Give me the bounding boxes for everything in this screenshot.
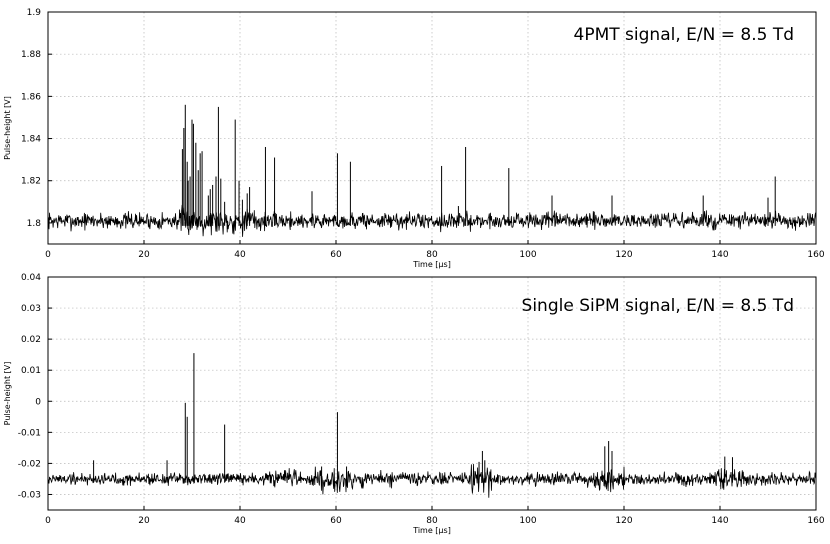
x-tick-label: 60 — [330, 250, 342, 260]
x-tick-label: 100 — [519, 516, 536, 526]
y-tick-label: 0.02 — [21, 335, 41, 345]
x-tick-label: 80 — [426, 516, 438, 526]
x-tick-label: 140 — [711, 250, 728, 260]
y-tick-label: -0.01 — [18, 428, 41, 438]
signal-trace — [47, 204, 817, 237]
x-tick-label: 120 — [615, 250, 632, 260]
y-tick-label: 1.88 — [21, 50, 41, 60]
x-axis-label: Time [µs] — [412, 260, 451, 269]
x-tick-label: 0 — [45, 516, 51, 526]
x-tick-label: 20 — [138, 516, 150, 526]
x-tick-label: 140 — [711, 516, 728, 526]
x-tick-label: 40 — [234, 516, 246, 526]
y-tick-label: 0 — [35, 397, 41, 407]
x-tick-label: 40 — [234, 250, 246, 260]
y-axis-label: Pulse-height [V] — [3, 362, 12, 426]
y-tick-label: 1.8 — [27, 219, 42, 229]
x-tick-label: 80 — [426, 250, 438, 260]
x-tick-label: 60 — [330, 516, 342, 526]
x-tick-label: 100 — [519, 250, 536, 260]
y-tick-label: 1.86 — [21, 92, 41, 102]
x-tick-label: 20 — [138, 250, 150, 260]
chart-panel-sipm: 0 20 40 60 80 100 120 140 160 -0.03 -0.02 -0.01 0 0.0… — [3, 273, 825, 535]
x-axis-label: Time [µs] — [412, 526, 451, 535]
x-tick-label: 160 — [807, 250, 824, 260]
x-tick-label: 120 — [615, 516, 632, 526]
chart-title: 4PMT signal, E/N = 8.5 Td — [574, 25, 794, 45]
y-axis-label: Pulse-height [V] — [3, 96, 12, 160]
y-tick-label: 0.03 — [21, 304, 41, 314]
signal-trace — [47, 463, 817, 498]
y-tick-label: 0.04 — [21, 273, 41, 283]
x-tick-label: 160 — [807, 516, 824, 526]
y-tick-label: 1.82 — [21, 177, 41, 187]
chart-panel-4pmt: 0 20 40 60 80 100 120 140 160 1.8 1.82 1.84 1.86 1.88… — [3, 8, 825, 269]
y-tick-label: 1.84 — [21, 135, 41, 145]
x-tick-label: 0 — [45, 250, 51, 260]
y-tick-label: -0.03 — [18, 490, 41, 500]
y-tick-label: 0.01 — [21, 366, 41, 376]
y-tick-label: 1.9 — [27, 8, 42, 18]
chart-title: Single SiPM signal, E/N = 8.5 Td — [522, 296, 794, 316]
y-tick-label: -0.02 — [18, 459, 41, 469]
